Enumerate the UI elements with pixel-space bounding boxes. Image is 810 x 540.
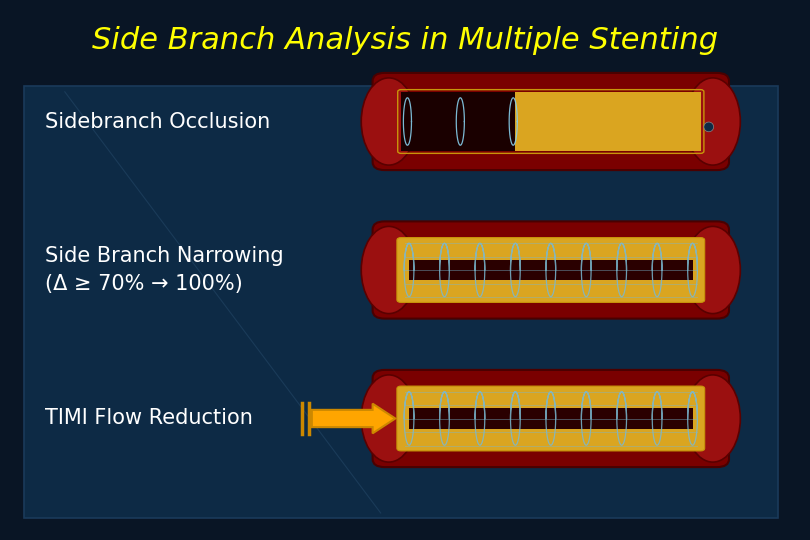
Ellipse shape (685, 226, 740, 314)
Ellipse shape (704, 122, 714, 132)
FancyBboxPatch shape (397, 386, 705, 451)
FancyBboxPatch shape (409, 408, 693, 429)
Ellipse shape (685, 78, 740, 165)
FancyBboxPatch shape (515, 92, 701, 151)
Text: TIMI Flow Reduction: TIMI Flow Reduction (45, 408, 253, 429)
FancyArrow shape (312, 404, 395, 433)
FancyBboxPatch shape (409, 260, 693, 280)
FancyBboxPatch shape (373, 73, 729, 170)
Ellipse shape (685, 375, 740, 462)
Text: Sidebranch Occlusion: Sidebranch Occlusion (45, 111, 270, 132)
Text: Side Branch Narrowing
(Δ ≥ 70% → 100%): Side Branch Narrowing (Δ ≥ 70% → 100%) (45, 246, 284, 294)
Ellipse shape (361, 226, 416, 314)
FancyBboxPatch shape (397, 238, 705, 302)
FancyBboxPatch shape (373, 370, 729, 467)
Ellipse shape (361, 78, 416, 165)
FancyBboxPatch shape (373, 221, 729, 319)
FancyBboxPatch shape (401, 92, 515, 151)
Ellipse shape (361, 375, 416, 462)
Text: Side Branch Analysis in Multiple Stenting: Side Branch Analysis in Multiple Stentin… (92, 26, 718, 55)
FancyBboxPatch shape (24, 86, 778, 518)
